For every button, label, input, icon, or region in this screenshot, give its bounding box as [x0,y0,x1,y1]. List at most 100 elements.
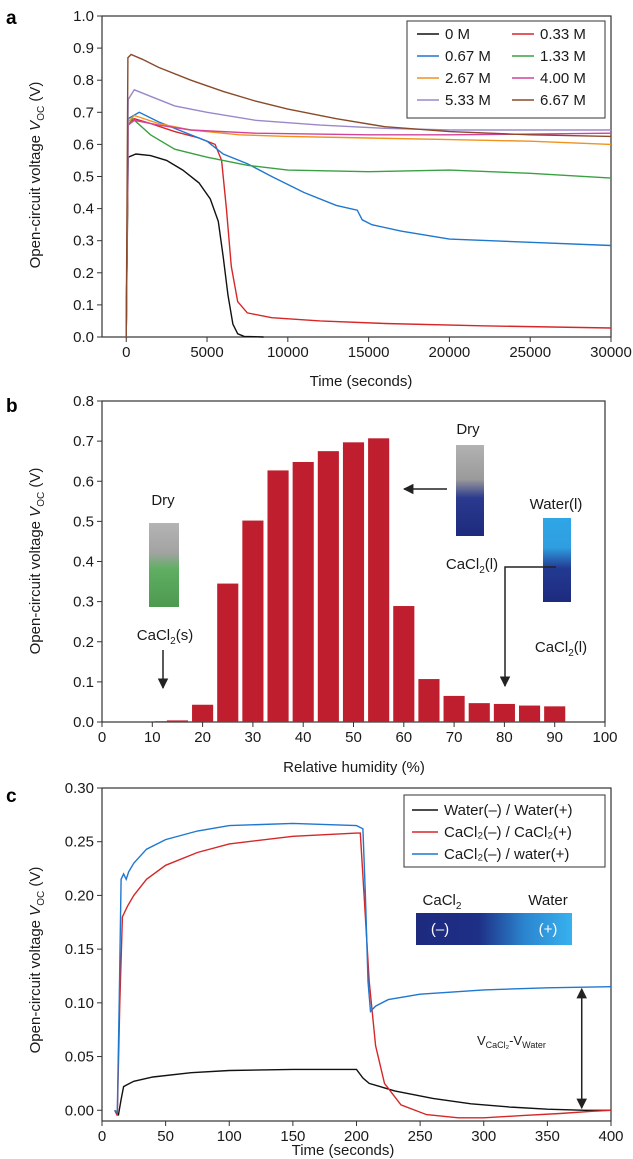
bar [192,704,214,722]
x-tick-label: 20000 [429,344,471,361]
legend-box [406,20,606,119]
difference-annotation: VCaCl₂-VWater [477,987,587,1110]
series-line-133M [125,117,612,338]
ylabel-suffix: (V) [27,867,44,891]
panel-a-legend: 0 M 0.33 M 0.67 M 1.33 M 2.67 M 4.00 M 5.33 M 6… [406,20,606,119]
y-tick-label: 0.1 [73,297,94,314]
x-tick-label: 60 [395,729,412,746]
x-tick-label: 30 [245,729,262,746]
legend-label: 4.00 M [540,70,586,87]
y-tick-label: 0.7 [73,433,94,450]
y-tick-label: 0.6 [73,473,94,490]
x-tick-label: 0 [122,344,130,361]
bar [468,703,490,722]
legend-label: 6.67 M [540,92,586,109]
svg-text:Open-circuit voltage VOC (V): Open-circuit voltage VOC (V) [27,82,47,269]
panel-a-axes: 0 5000 10000 15000 20000 25000 30000 0.0 0.1 0.2 0… [73,8,632,361]
bar [292,461,314,722]
ylabel-suffix: (V) [27,468,44,492]
series-line-667M [125,53,612,338]
annotation-water-liquid: Water(l) CaCl2(l) [499,496,587,688]
y-tick-label: 0.4 [73,201,94,218]
y-tick-label: 0.2 [73,634,94,651]
series-line-067M [125,111,612,338]
bar [544,706,566,722]
x-tick-label: 400 [598,1128,623,1145]
y-tick-label: 0.7 [73,104,94,121]
series-line-0M [125,153,264,338]
ylabel-var: V [27,119,44,131]
x-tick-label: 10 [144,729,161,746]
bar [493,703,515,722]
inset-water-label: Water [528,892,567,909]
y-tick-label: 0.5 [73,513,94,530]
annotation-dry-liquid-label: Dry [456,421,480,438]
series-line-033M [125,117,612,338]
ylabel-var: V [27,904,44,916]
x-tick-label: 0 [98,729,106,746]
panel-a: a Open-circuit voltage VOC (V) Time (sec… [6,8,632,390]
legend-label: CaCl₂(–) / CaCl₂(+) [444,824,572,841]
series-line-1 [114,832,612,1119]
panel-c-axes: 0 50 100 150 200 250 300 350 400 0.00 0.05 0.10 0.15… [65,780,624,1145]
x-tick-label: 15000 [348,344,390,361]
x-tick-label: 100 [592,729,617,746]
x-tick-label: 10000 [267,344,309,361]
y-tick-label: 0.8 [73,72,94,89]
legend-label: Water(–) / Water(+) [444,802,572,819]
sample-block-blue [543,518,571,602]
y-tick-label: 0.8 [73,393,94,410]
panel-c: c Open-circuit voltage VOC (V) Time (sec… [6,780,624,1159]
panel-b-ylabel: Open-circuit voltage VOC (V) [27,468,47,655]
panel-b: b Open-circuit voltage VOC (V) Relative … [6,393,618,776]
ylabel-sub: OC [36,106,47,121]
y-tick-label: 0.20 [65,887,94,904]
x-tick-label: 25000 [509,344,551,361]
legend-label: 0.33 M [540,26,586,43]
x-tick-label: 70 [446,729,463,746]
x-tick-label: 300 [471,1128,496,1145]
panel-letter-b: b [6,396,18,417]
annotation-water-label: Water(l) [530,496,583,513]
x-tick-label: 100 [217,1128,242,1145]
x-tick-label: 0 [98,1128,106,1145]
bar [166,720,189,722]
x-tick-label: 50 [345,729,362,746]
y-tick-label: 0.00 [65,1102,94,1119]
legend-label: 5.33 M [445,92,491,109]
svg-text:Open-circuit voltage VOC (V): Open-circuit voltage VOC (V) [27,867,47,1054]
annotation-dry-solid-label: Dry [151,492,175,509]
y-tick-label: 0.0 [73,714,94,731]
panel-c-xlabel: Time (seconds) [292,1142,395,1159]
arrow-elbow-down [499,566,556,688]
ylabel-text: Open-circuit voltage [27,131,44,269]
bar [267,470,289,722]
series-line-267M [125,114,612,338]
x-tick-label: 20 [194,729,211,746]
series-line-0 [114,1068,611,1117]
x-tick-label: 200 [344,1128,369,1145]
ylabel-var: V [27,505,44,517]
x-tick-label: 250 [408,1128,433,1145]
y-tick-label: 0.6 [73,136,94,153]
panel-c-ylabel: Open-circuit voltage VOC (V) [27,867,47,1054]
y-tick-label: 0.3 [73,594,94,611]
sample-block-navy [456,445,484,536]
y-tick-label: 0.4 [73,554,94,571]
panel-letter-a: a [6,8,17,29]
y-tick-label: 0.25 [65,834,94,851]
panel-letter-c: c [6,786,17,807]
legend-label: 1.33 M [540,48,586,65]
annotation-cacl2-liquid2-label: CaCl2(l) [535,639,587,659]
x-tick-label: 40 [295,729,312,746]
series-line-2 [114,822,612,1114]
legend-label: 2.67 M [445,70,491,87]
x-tick-label: 80 [496,729,513,746]
sample-block-green [149,523,179,607]
inset-cacl2-label: CaCl2 [423,892,462,912]
y-tick-label: 0.05 [65,1049,94,1066]
x-tick-label: 5000 [190,344,223,361]
x-tick-label: 90 [546,729,563,746]
x-tick-label: 30000 [590,344,632,361]
